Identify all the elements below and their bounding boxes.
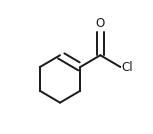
Text: Cl: Cl [122, 61, 133, 74]
Text: O: O [96, 17, 105, 30]
